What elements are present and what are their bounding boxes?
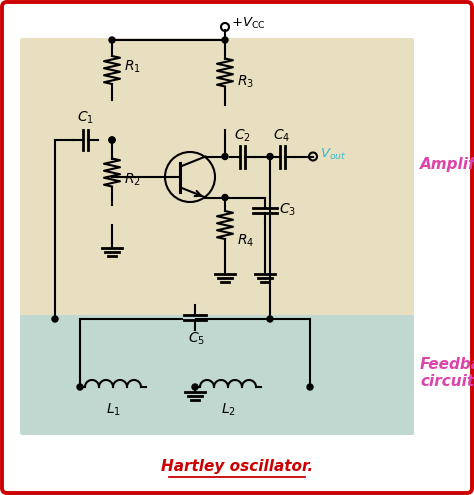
Circle shape xyxy=(77,384,83,390)
Circle shape xyxy=(52,316,58,322)
Circle shape xyxy=(192,384,198,390)
Text: $+V_{\mathrm{CC}}$: $+V_{\mathrm{CC}}$ xyxy=(231,15,265,31)
FancyBboxPatch shape xyxy=(20,38,414,319)
Text: $V_{out}$: $V_{out}$ xyxy=(320,147,346,162)
Circle shape xyxy=(267,153,273,159)
Text: $C_3$: $C_3$ xyxy=(279,201,296,218)
FancyBboxPatch shape xyxy=(20,315,414,435)
Text: $R_3$: $R_3$ xyxy=(237,74,254,90)
Text: $C_2$: $C_2$ xyxy=(234,127,250,144)
Circle shape xyxy=(109,137,115,143)
Text: $C_4$: $C_4$ xyxy=(273,127,291,144)
Circle shape xyxy=(222,37,228,43)
Text: Feedback
circuit: Feedback circuit xyxy=(420,357,474,390)
Text: $R_2$: $R_2$ xyxy=(124,171,141,188)
Text: $C_1$: $C_1$ xyxy=(76,109,93,126)
Text: $L_1$: $L_1$ xyxy=(106,402,120,418)
Circle shape xyxy=(222,195,228,200)
Circle shape xyxy=(109,37,115,43)
Text: $R_4$: $R_4$ xyxy=(237,233,254,249)
Circle shape xyxy=(109,137,115,143)
Text: Amplifier: Amplifier xyxy=(420,157,474,172)
Text: $C_5$: $C_5$ xyxy=(189,331,206,347)
Text: Hartley oscillator.: Hartley oscillator. xyxy=(161,459,313,475)
Text: $R_1$: $R_1$ xyxy=(124,59,141,75)
Circle shape xyxy=(267,316,273,322)
Circle shape xyxy=(307,384,313,390)
Text: $L_2$: $L_2$ xyxy=(220,402,236,418)
Circle shape xyxy=(222,153,228,159)
